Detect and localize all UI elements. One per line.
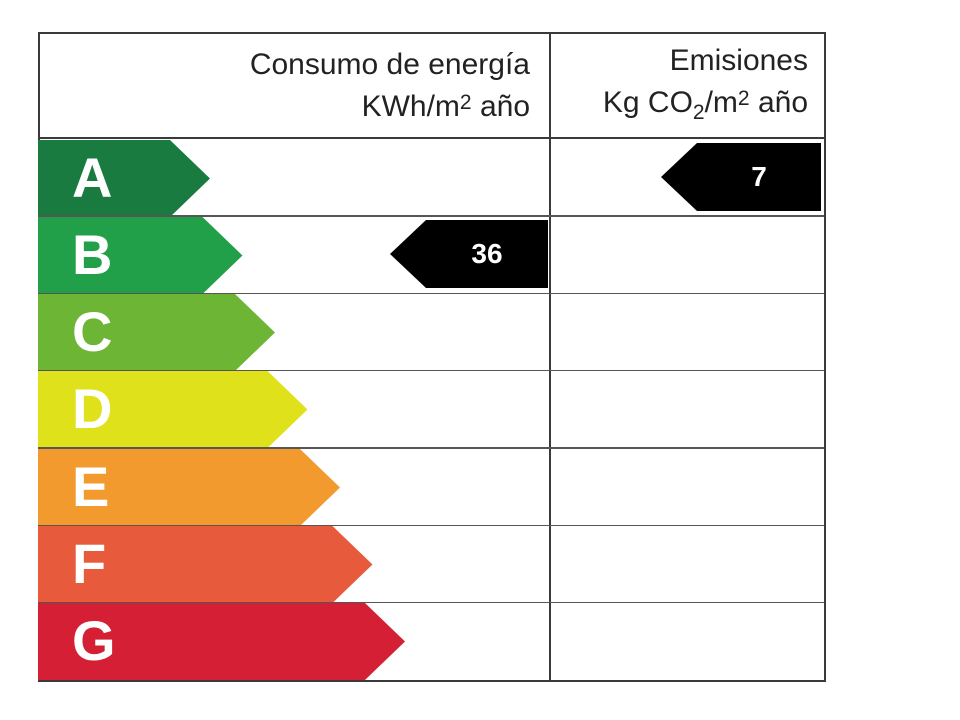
rating-letter: G xyxy=(72,609,117,673)
energy-indicator-shape xyxy=(390,220,548,289)
emissions-unit-suffix: año xyxy=(749,86,808,119)
rating-arrow-e: E xyxy=(38,448,340,526)
rating-arrow-shape xyxy=(38,294,275,372)
emissions-unit: Kg CO2/m2 año xyxy=(548,80,808,132)
rating-arrow-f: F xyxy=(38,526,373,603)
rating-arrow-b: B xyxy=(38,216,243,294)
energy-label-table: Consumo de energía KWh/m2 año Emisiones … xyxy=(38,32,826,682)
emissions-unit-sup: 2 xyxy=(737,87,750,110)
emissions-unit-prefix: Kg CO xyxy=(602,86,693,119)
column-divider xyxy=(549,32,551,680)
energy-unit-suffix: año xyxy=(471,90,530,123)
rating-arrow-shape xyxy=(38,603,405,681)
rating-arrow-a: A xyxy=(38,139,210,217)
rating-letter: C xyxy=(72,300,114,364)
emissions-unit-mid: /m xyxy=(704,86,738,119)
energy-header: Consumo de energía KWh/m2 año xyxy=(50,46,530,126)
rating-arrow-shape xyxy=(38,371,308,449)
row-divider xyxy=(38,447,824,449)
emissions-indicator: 7 xyxy=(661,143,821,211)
emissions-unit-sub: 2 xyxy=(692,101,705,124)
row-divider xyxy=(38,292,824,295)
energy-unit: KWh/m2 año xyxy=(50,84,530,126)
header-divider xyxy=(38,137,824,139)
row-divider xyxy=(38,601,824,604)
rating-letter: F xyxy=(72,532,108,595)
energy-indicator: 36 xyxy=(390,220,548,289)
rating-arrow-c: C xyxy=(38,294,275,372)
emissions-indicator-value: 7 xyxy=(751,161,767,192)
rating-arrow-g: G xyxy=(38,603,405,681)
rating-letter: E xyxy=(72,454,111,518)
energy-unit-prefix: KWh/m xyxy=(361,90,460,123)
emissions-title: Emisiones xyxy=(669,44,808,77)
emissions-header: Emisiones Kg CO2/m2 año xyxy=(548,42,808,132)
energy-unit-sup: 2 xyxy=(459,91,472,114)
row-divider xyxy=(38,215,824,217)
rating-arrow-shape xyxy=(38,139,210,217)
rating-arrow-shape xyxy=(38,526,373,603)
rating-arrow-shape xyxy=(38,448,340,526)
emissions-indicator-shape xyxy=(661,143,821,211)
rating-arrow-shape xyxy=(38,216,243,294)
row-divider xyxy=(38,524,824,526)
rating-letter: B xyxy=(72,222,114,286)
rating-letter: A xyxy=(72,145,114,209)
rating-arrow-d: D xyxy=(38,371,308,449)
rating-letter: D xyxy=(72,377,114,441)
energy-title: Consumo de energía xyxy=(249,48,530,81)
row-divider xyxy=(38,369,824,372)
energy-indicator-value: 36 xyxy=(471,238,503,270)
